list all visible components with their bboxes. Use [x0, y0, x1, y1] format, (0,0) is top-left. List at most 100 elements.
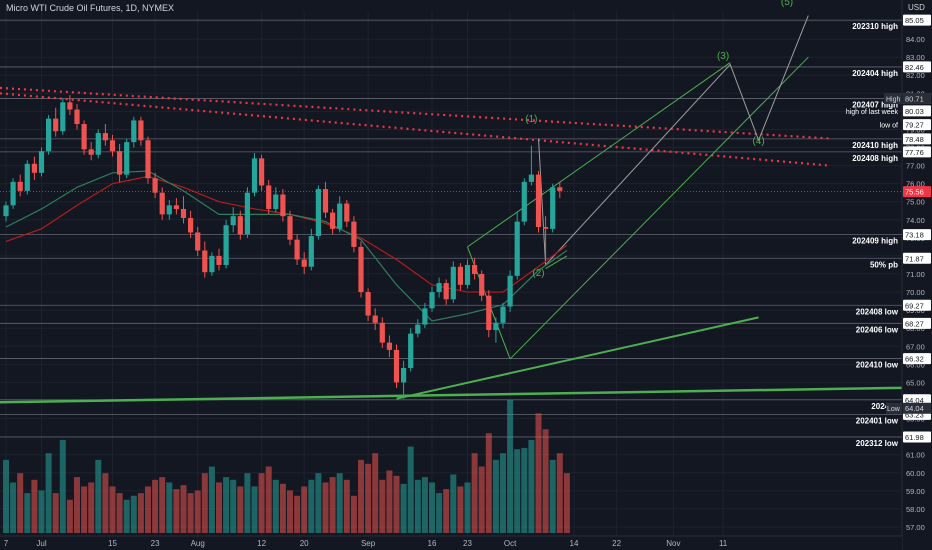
price-axis[interactable]: 57.0058.0059.0060.0061.0062.0063.0064.00… — [884, 0, 932, 550]
volume-bar — [407, 446, 414, 533]
time-tick-label: 20 — [300, 539, 309, 548]
candle — [514, 212, 520, 280]
candle-body — [500, 306, 506, 323]
volume-bar — [535, 413, 542, 533]
price-level-label: 202408 high — [852, 154, 898, 163]
time-tick-label: 22 — [612, 539, 621, 548]
price-level-tag-box — [903, 146, 931, 158]
candle-body — [38, 151, 45, 173]
price-level-tag-box — [903, 431, 931, 443]
trend-lines — [0, 15, 903, 404]
price-level-label: 202406 low — [856, 325, 899, 334]
candle-body — [138, 120, 144, 141]
price-level-label: 202407 high — [852, 101, 898, 110]
candle-body — [109, 140, 116, 152]
candle — [457, 263, 463, 291]
current-price-tag: 75.56 — [905, 188, 924, 197]
volume-bar — [336, 473, 343, 533]
volume-bar — [464, 482, 471, 533]
candle — [53, 107, 59, 137]
price-level-tag-box — [903, 252, 931, 264]
candle-body — [74, 109, 80, 125]
volume-bar — [421, 477, 428, 533]
volume-bar — [237, 486, 244, 533]
price-tick-label: 70.00 — [906, 288, 925, 297]
candle-body — [337, 203, 343, 229]
volume-bar — [528, 439, 535, 533]
candle — [344, 199, 350, 228]
annotations: (1) (2) (3) (4) (5) — [525, 0, 793, 279]
price-tick-label: 58.00 — [906, 505, 925, 514]
candle — [337, 196, 343, 233]
candle-body — [401, 367, 407, 383]
volume-bar — [322, 482, 329, 533]
volume-bars — [3, 400, 570, 533]
price-level-tag: 71.87 — [905, 254, 924, 263]
channel-line — [467, 62, 731, 248]
candle — [138, 116, 144, 146]
candle-body — [244, 192, 250, 235]
candle — [266, 180, 272, 215]
candle-body — [31, 163, 37, 173]
volume-bar — [343, 479, 350, 533]
candle-body — [3, 205, 9, 217]
candle — [117, 143, 123, 182]
volume-bar — [549, 459, 556, 533]
candle — [273, 187, 279, 213]
candle — [145, 136, 151, 184]
candle-body — [202, 250, 208, 273]
candle-body — [67, 102, 73, 110]
volume-bar — [208, 466, 215, 533]
price-level-tag: 69.27 — [905, 301, 924, 310]
volume-bar — [507, 400, 514, 533]
volume-bar — [88, 482, 95, 533]
candle — [31, 156, 37, 181]
volume-bar — [216, 482, 222, 533]
price-tick-label: 59.00 — [906, 487, 925, 496]
time-tick-label: 23 — [463, 539, 472, 548]
volume-bar — [102, 473, 109, 533]
candle — [38, 147, 45, 177]
candle — [450, 261, 456, 303]
extra-level-tag: 80.03 — [905, 107, 924, 116]
candle — [493, 317, 499, 343]
candle — [393, 344, 400, 388]
candle — [46, 114, 52, 155]
price-tick-label: 77.00 — [906, 162, 925, 171]
price-level-label: 202409 — [871, 402, 898, 411]
candle — [550, 183, 556, 233]
candle — [557, 181, 563, 199]
price-level-label: 202312 low — [856, 439, 899, 448]
candle — [372, 308, 378, 331]
candle-body — [472, 264, 478, 274]
candle-body — [365, 292, 371, 316]
price-level-tag-box — [903, 299, 931, 311]
price-level-tag: 78.48 — [905, 135, 924, 144]
time-tick-label: Aug — [191, 539, 205, 548]
candle — [223, 219, 229, 269]
volume-bar — [358, 459, 364, 533]
volume-bar — [244, 473, 251, 533]
candle — [443, 279, 449, 305]
volume-bar — [272, 479, 279, 533]
high-marker-tag-box — [903, 93, 931, 105]
candle-body — [209, 255, 215, 273]
time-tick-label: Nov — [666, 539, 680, 548]
candle-body — [159, 192, 165, 215]
candle-body — [230, 216, 236, 226]
elliott-wave-path — [538, 15, 809, 267]
price-tick-label: 71.00 — [906, 270, 925, 279]
volume-bar — [500, 453, 506, 533]
volume-bar — [471, 453, 478, 533]
candle-body — [379, 322, 385, 343]
volume-bar — [251, 486, 258, 533]
short-support-line — [396, 316, 759, 400]
candle-body — [95, 133, 101, 155]
volume-bar — [350, 495, 357, 533]
price-level-tag: 63.23 — [905, 410, 924, 419]
volume-bar — [159, 477, 166, 533]
time-axis[interactable]: 7 Jul 15 23 Aug 12 20 Sep 16 23 Oct 14 22 Nov 11 — [0, 535, 902, 550]
volume-bar — [31, 479, 38, 533]
volume-bar — [485, 433, 492, 533]
